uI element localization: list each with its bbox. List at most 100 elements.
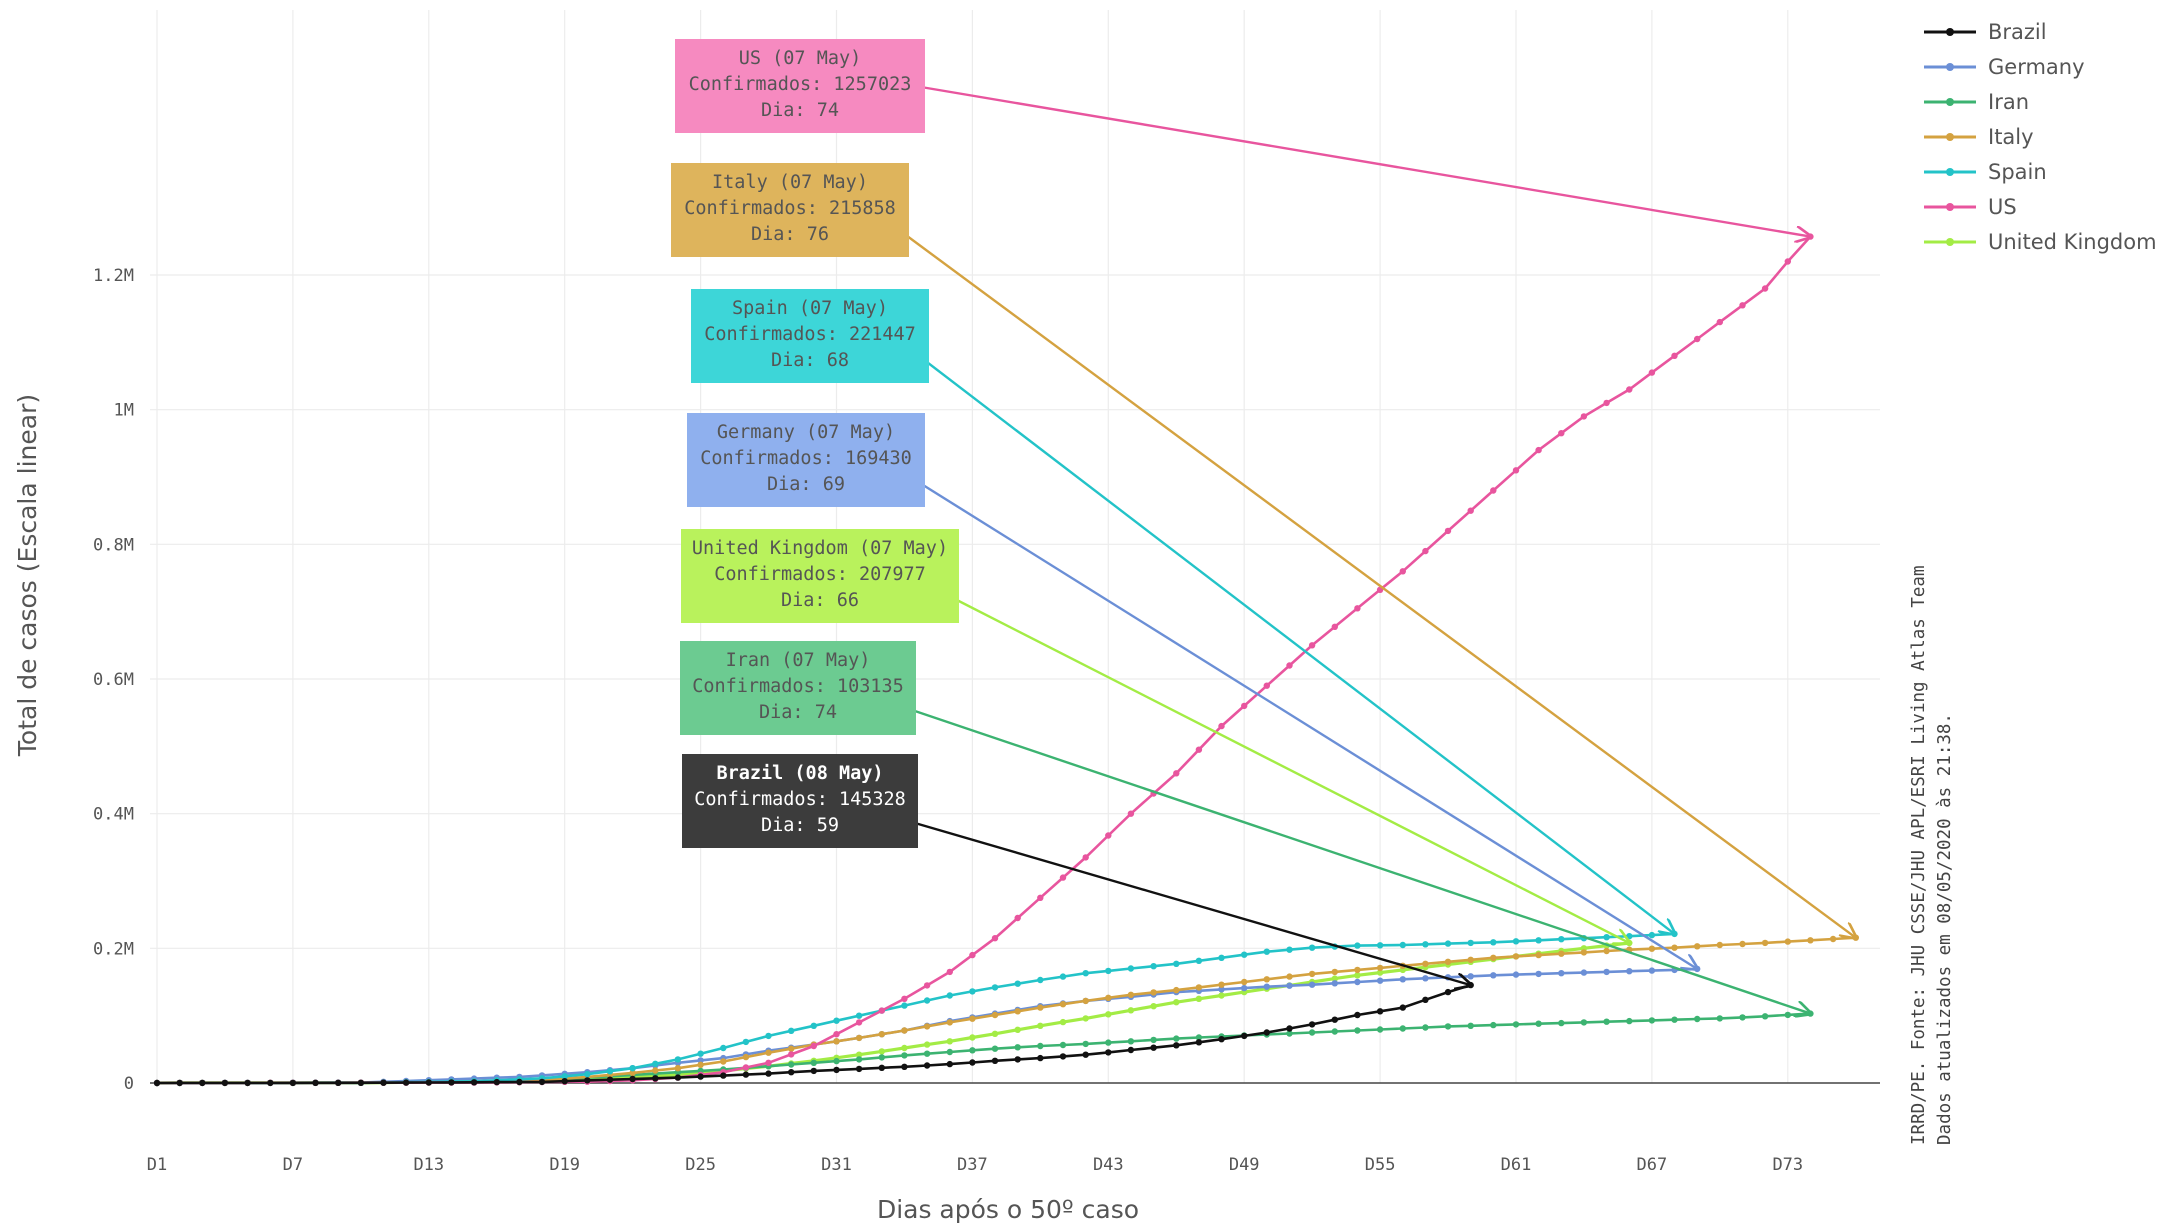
legend-item-italy[interactable]: Italy — [1924, 125, 2034, 149]
data-point — [1535, 937, 1542, 944]
legend-swatch-marker — [1946, 98, 1954, 106]
data-point — [969, 988, 976, 995]
data-point — [1308, 981, 1316, 988]
legend-label: Brazil — [1988, 20, 2047, 44]
data-point — [1218, 992, 1225, 999]
data-point — [1150, 989, 1157, 996]
source-note-line1: IRRD/PE. Fonte: JHU CSSE/JHU APL/ESRI Li… — [1909, 566, 1929, 1145]
data-point — [1784, 258, 1792, 265]
data-point — [1218, 722, 1225, 730]
annotation-text: Italy (07 May) — [712, 172, 868, 193]
legend-swatch-marker — [1946, 203, 1954, 211]
data-point — [1105, 832, 1112, 839]
data-point — [878, 1064, 885, 1072]
legend-item-spain[interactable]: Spain — [1924, 160, 2047, 184]
data-point — [1648, 1017, 1656, 1024]
data-point — [1603, 968, 1610, 976]
data-point — [742, 1053, 750, 1061]
data-point — [720, 1044, 727, 1052]
data-point — [1376, 964, 1384, 972]
data-point — [538, 1078, 546, 1086]
data-point — [697, 1050, 704, 1057]
annotation-text: Dia: 74 — [761, 100, 839, 121]
data-point — [788, 1045, 795, 1052]
legend-label: Italy — [1988, 125, 2034, 149]
data-point — [1127, 1038, 1135, 1045]
data-point — [1037, 1022, 1044, 1029]
data-point — [1173, 1042, 1180, 1049]
annotation-text: Spain (07 May) — [732, 298, 888, 319]
data-point — [969, 1059, 976, 1066]
data-point — [1059, 1053, 1067, 1060]
annotation-spain: Spain (07 May) Confirmados: 221447 Dia: 68 — [691, 289, 929, 383]
data-point — [878, 1048, 885, 1055]
data-point — [1490, 954, 1497, 961]
data-point — [1195, 1034, 1203, 1041]
data-point — [1512, 1021, 1520, 1028]
x-tick-label: D7 — [283, 1155, 303, 1175]
data-point — [1376, 1026, 1384, 1033]
series-line-spain — [156, 932, 1675, 1085]
legend-item-iran[interactable]: Iran — [1924, 90, 2029, 114]
data-point — [901, 1063, 908, 1071]
data-point — [1761, 1013, 1769, 1020]
data-point — [1467, 1022, 1474, 1029]
data-point — [946, 1038, 953, 1045]
data-point — [629, 1065, 636, 1072]
annotation-text: Dia: 68 — [771, 350, 849, 371]
data-point — [1376, 977, 1384, 984]
data-point — [1603, 934, 1610, 941]
data-point — [674, 1074, 682, 1081]
data-point — [1263, 948, 1271, 955]
data-point — [1829, 935, 1837, 943]
annotation-us: US (07 May) Confirmados: 1257023 Dia: 74 — [675, 39, 925, 133]
data-point — [153, 1079, 161, 1087]
data-point — [357, 1079, 365, 1087]
legend[interactable]: Brazil Germany Iran Italy Spain US United King… — [1924, 20, 2157, 254]
data-point — [855, 1065, 863, 1073]
data-point — [742, 1064, 750, 1071]
data-point — [267, 1079, 274, 1087]
data-point — [1331, 1016, 1339, 1023]
data-point — [1580, 413, 1588, 420]
data-point — [674, 1056, 682, 1063]
data-point — [584, 1077, 591, 1084]
data-point — [765, 1049, 772, 1056]
data-point — [1580, 1019, 1588, 1026]
data-point — [1535, 970, 1542, 978]
data-point — [1286, 1030, 1293, 1037]
data-point — [1241, 951, 1248, 958]
data-point — [1399, 1004, 1407, 1011]
data-point — [1105, 1039, 1112, 1046]
data-point — [1422, 1024, 1429, 1031]
data-point — [946, 1048, 953, 1056]
data-point — [1490, 972, 1497, 979]
legend-item-united-kingdom[interactable]: United Kingdom — [1924, 230, 2157, 254]
data-point — [788, 1051, 795, 1058]
data-point — [1399, 568, 1407, 575]
data-point — [697, 1057, 704, 1064]
data-point — [1422, 941, 1429, 948]
data-point — [1082, 970, 1089, 977]
legend-swatch-marker — [1946, 168, 1954, 176]
data-point — [1286, 1025, 1293, 1032]
legend-item-germany[interactable]: Germany — [1924, 55, 2085, 79]
data-point — [833, 1031, 840, 1038]
data-point — [969, 1015, 976, 1022]
data-point — [1127, 1046, 1135, 1054]
y-tick-label: 0.6M — [93, 670, 134, 690]
legend-item-us[interactable]: US — [1924, 195, 2017, 219]
data-point — [448, 1079, 455, 1086]
data-point — [1014, 1056, 1021, 1063]
data-point — [1308, 1021, 1316, 1028]
data-point — [1059, 1018, 1067, 1026]
data-point — [946, 968, 953, 976]
annotation-arrow-iran — [905, 706, 1810, 1014]
annotation-text: Confirmados: 207977 — [714, 564, 926, 585]
annotation-arrow-us — [914, 84, 1810, 237]
data-point — [1105, 1049, 1112, 1056]
data-point — [629, 1069, 636, 1077]
data-point — [810, 1059, 817, 1067]
legend-item-brazil[interactable]: Brazil — [1924, 20, 2047, 44]
